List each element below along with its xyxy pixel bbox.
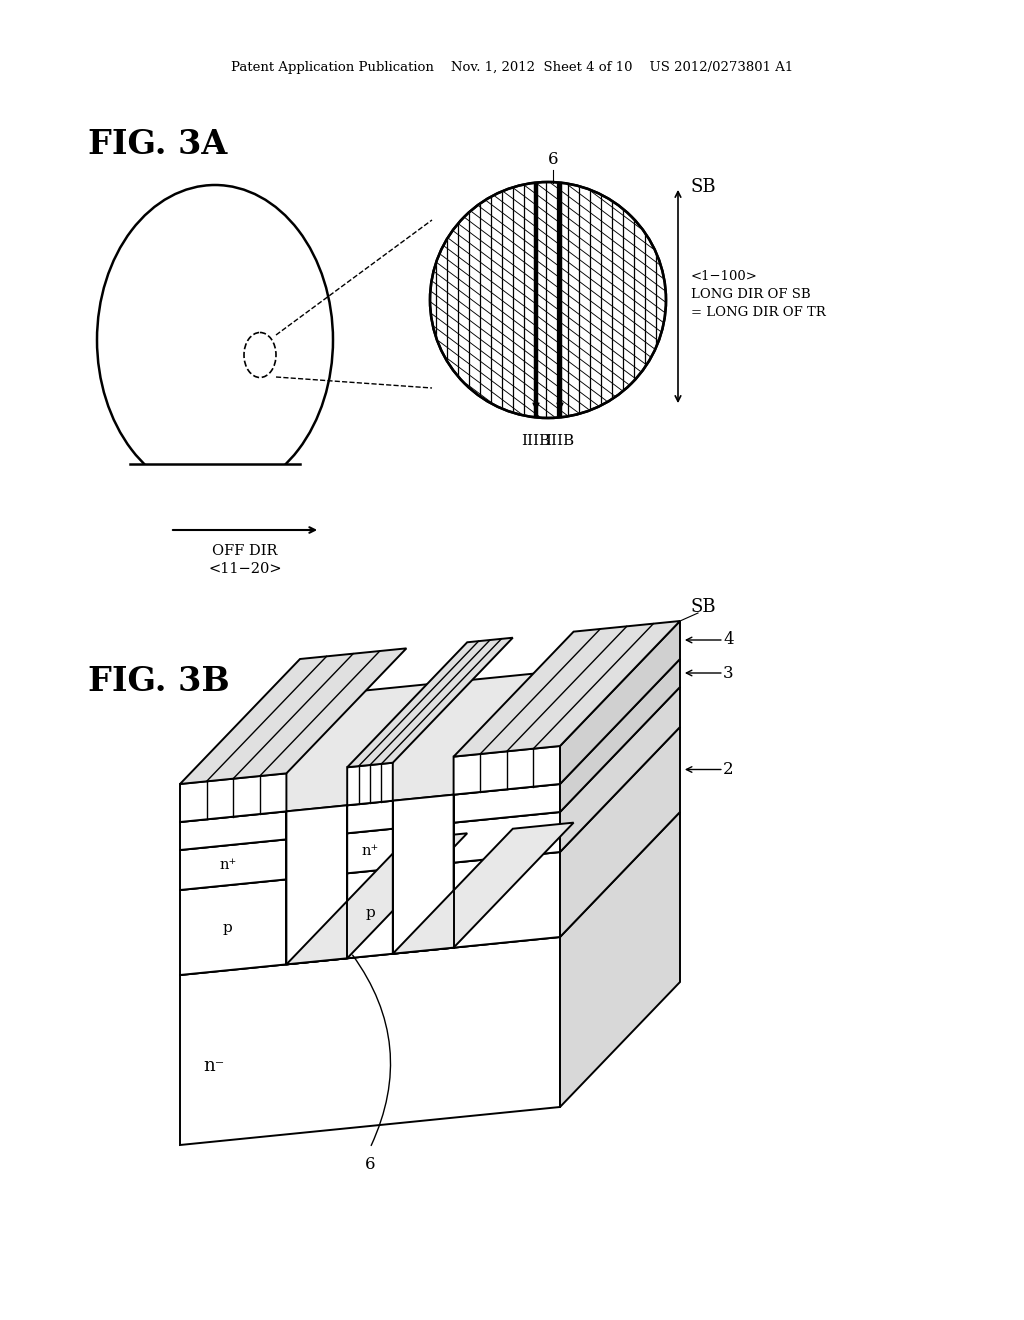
Polygon shape	[347, 763, 393, 805]
Text: IIIB: IIIB	[521, 434, 551, 447]
Polygon shape	[180, 812, 680, 975]
Polygon shape	[560, 727, 680, 937]
Polygon shape	[180, 937, 560, 1144]
Polygon shape	[560, 812, 680, 1107]
Polygon shape	[560, 659, 680, 812]
Text: 4: 4	[723, 631, 733, 648]
Polygon shape	[180, 686, 680, 850]
Text: Patent Application Publication    Nov. 1, 2012  Sheet 4 of 10    US 2012/0273801: Patent Application Publication Nov. 1, 2…	[230, 62, 794, 74]
Polygon shape	[393, 795, 454, 954]
Text: 6: 6	[548, 150, 558, 168]
Polygon shape	[180, 784, 560, 850]
Text: n⁻: n⁻	[203, 1057, 224, 1076]
Polygon shape	[454, 746, 560, 795]
Polygon shape	[180, 648, 407, 784]
Text: <11−20>: <11−20>	[208, 562, 282, 576]
Polygon shape	[347, 638, 513, 767]
Text: IIIB: IIIB	[546, 434, 574, 447]
Text: p: p	[366, 907, 375, 920]
Text: 3: 3	[723, 664, 733, 681]
Polygon shape	[180, 727, 680, 890]
Text: p: p	[223, 921, 232, 935]
Text: n⁺: n⁺	[219, 858, 237, 873]
Polygon shape	[180, 812, 560, 890]
Text: SB: SB	[691, 178, 717, 195]
Text: 6: 6	[365, 1156, 375, 1173]
Text: OFF DIR: OFF DIR	[212, 544, 278, 558]
Text: n⁺: n⁺	[361, 843, 379, 858]
Polygon shape	[287, 833, 467, 965]
Text: 2: 2	[723, 762, 733, 777]
Polygon shape	[560, 686, 680, 851]
Polygon shape	[287, 805, 347, 965]
Text: FIG. 3B: FIG. 3B	[88, 665, 229, 698]
Text: FIG. 3A: FIG. 3A	[88, 128, 227, 161]
Circle shape	[430, 182, 666, 418]
Polygon shape	[180, 851, 560, 975]
Polygon shape	[180, 774, 287, 822]
Polygon shape	[180, 659, 680, 822]
Text: <1−100>
LONG DIR OF SB
= LONG DIR OF TR: <1−100> LONG DIR OF SB = LONG DIR OF TR	[691, 271, 825, 319]
Polygon shape	[454, 620, 680, 756]
Bar	[95, 465, 335, 504]
Text: SB: SB	[690, 598, 716, 616]
Polygon shape	[393, 822, 573, 954]
Polygon shape	[560, 620, 680, 784]
